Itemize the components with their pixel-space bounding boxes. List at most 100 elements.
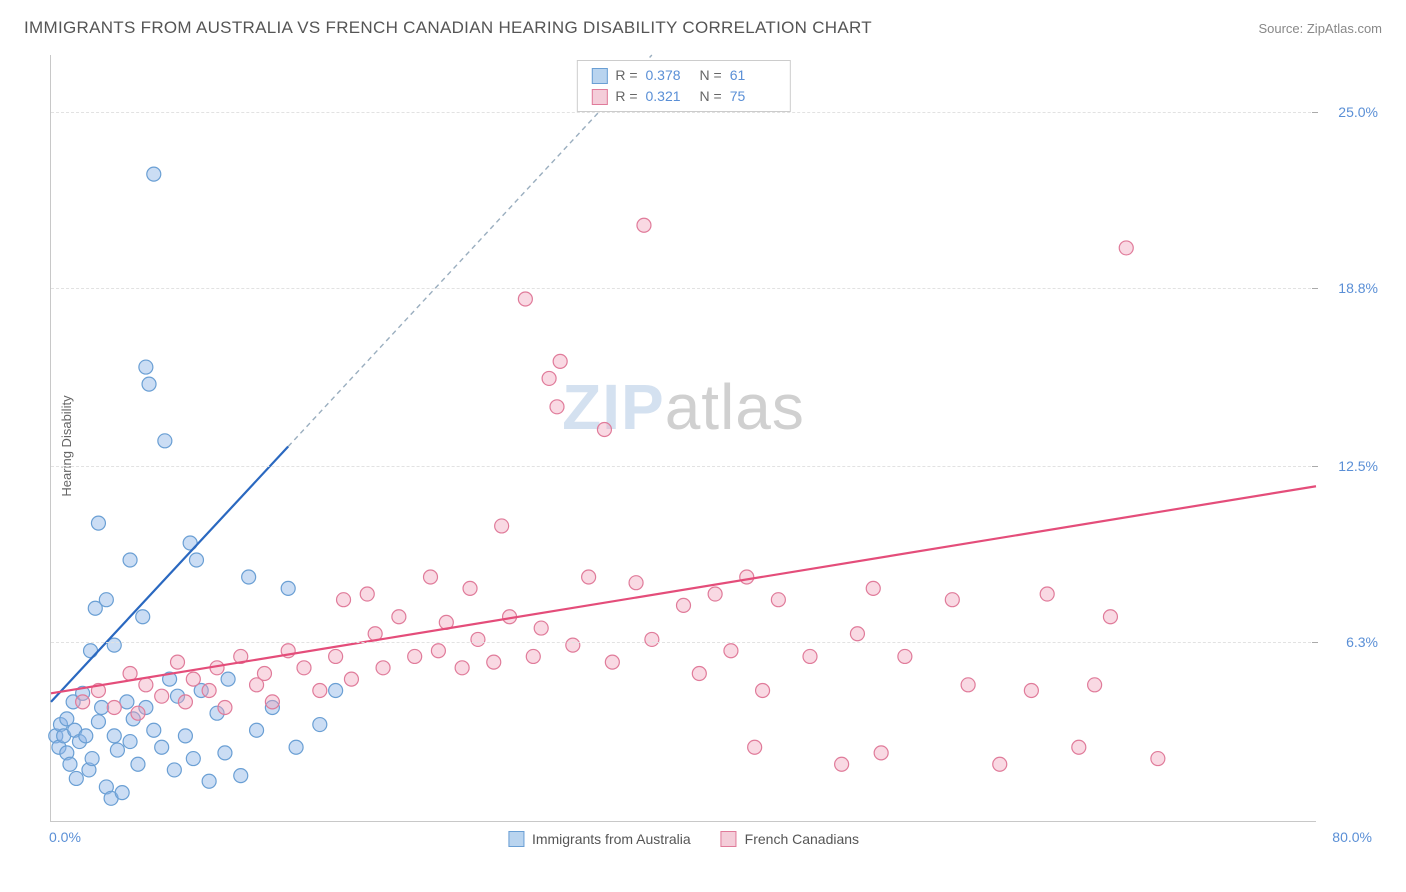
scatter-point-aus [234, 769, 248, 783]
scatter-point-aus [123, 553, 137, 567]
scatter-point-frc [186, 672, 200, 686]
scatter-point-frc [297, 661, 311, 675]
y-tick-label: 25.0% [1338, 104, 1378, 120]
scatter-point-frc [139, 678, 153, 692]
scatter-point-aus [218, 746, 232, 760]
scatter-point-frc [257, 666, 271, 680]
legend-n-value: 75 [730, 86, 776, 107]
scatter-point-aus [221, 672, 235, 686]
scatter-point-frc [605, 655, 619, 669]
scatter-point-frc [123, 666, 137, 680]
scatter-point-frc [740, 570, 754, 584]
scatter-point-aus [63, 757, 77, 771]
scatter-point-frc [360, 587, 374, 601]
scatter-point-aus [95, 701, 109, 715]
scatter-point-frc [637, 218, 651, 232]
scatter-point-aus [202, 774, 216, 788]
scatter-point-frc [107, 701, 121, 715]
chart-plot-area: ZIPatlas R =0.378N =61R =0.321N =75 Immi… [50, 55, 1316, 822]
scatter-point-frc [692, 666, 706, 680]
series-legend-item-frc: French Canadians [721, 831, 859, 847]
series-legend-label: Immigrants from Australia [532, 831, 691, 847]
scatter-point-frc [471, 632, 485, 646]
scatter-point-frc [708, 587, 722, 601]
scatter-point-aus [79, 729, 93, 743]
scatter-point-aus [178, 729, 192, 743]
scatter-point-aus [167, 763, 181, 777]
source-attribution: Source: ZipAtlas.com [1258, 21, 1382, 36]
scatter-point-aus [69, 771, 83, 785]
scatter-point-frc [645, 632, 659, 646]
y-tick-label: 18.8% [1338, 280, 1378, 296]
x-tick-label: 80.0% [1332, 829, 1372, 845]
scatter-point-frc [329, 649, 343, 663]
scatter-point-aus [289, 740, 303, 754]
legend-swatch-icon [508, 831, 524, 847]
scatter-point-aus [250, 723, 264, 737]
scatter-point-frc [629, 576, 643, 590]
legend-r-value: 0.378 [646, 65, 692, 86]
scatter-point-frc [487, 655, 501, 669]
scatter-point-frc [803, 649, 817, 663]
legend-row-frc: R = 0.321 N = 75 [591, 86, 775, 107]
scatter-point-frc [550, 400, 564, 414]
scatter-point-aus [189, 553, 203, 567]
scatter-point-frc [265, 695, 279, 709]
scatter-point-frc [463, 581, 477, 595]
scatter-point-frc [455, 661, 469, 675]
legend-row-aus: R =0.378N =61 [591, 65, 775, 86]
scatter-point-frc [202, 683, 216, 697]
scatter-point-frc [748, 740, 762, 754]
series-legend: Immigrants from Australia French Canadian… [508, 831, 859, 847]
scatter-point-aus [158, 434, 172, 448]
scatter-point-frc [408, 649, 422, 663]
scatter-point-frc [1024, 683, 1038, 697]
scatter-point-frc [171, 655, 185, 669]
scatter-point-aus [147, 167, 161, 181]
scatter-point-aus [85, 752, 99, 766]
legend-n-label: N = [700, 86, 722, 107]
x-tick-label: 0.0% [49, 829, 81, 845]
scatter-point-frc [1088, 678, 1102, 692]
scatter-point-frc [313, 683, 327, 697]
scatter-point-aus [99, 593, 113, 607]
gridline [51, 642, 1316, 643]
scatter-point-frc [582, 570, 596, 584]
legend-r-label: R = [615, 86, 637, 107]
scatter-point-frc [945, 593, 959, 607]
scatter-point-frc [542, 371, 556, 385]
series-legend-item-aus: Immigrants from Australia [508, 831, 691, 847]
scatter-point-frc [1119, 241, 1133, 255]
scatter-point-frc [534, 621, 548, 635]
scatter-point-frc [1072, 740, 1086, 754]
scatter-point-aus [147, 723, 161, 737]
scatter-point-frc [495, 519, 509, 533]
scatter-point-frc [898, 649, 912, 663]
scatter-point-frc [518, 292, 532, 306]
scatter-point-frc [155, 689, 169, 703]
trendline-dashed-aus [288, 55, 652, 447]
scatter-point-frc [597, 422, 611, 436]
scatter-point-frc [756, 683, 770, 697]
scatter-point-frc [376, 661, 390, 675]
scatter-point-aus [281, 581, 295, 595]
scatter-point-frc [424, 570, 438, 584]
scatter-point-frc [76, 695, 90, 709]
scatter-point-aus [136, 610, 150, 624]
scatter-point-aus [91, 516, 105, 530]
scatter-point-aus [242, 570, 256, 584]
scatter-point-aus [186, 752, 200, 766]
scatter-point-frc [218, 701, 232, 715]
chart-title: IMMIGRANTS FROM AUSTRALIA VS FRENCH CANA… [24, 18, 872, 38]
legend-n-label: N = [700, 65, 722, 86]
legend-r-value: 0.321 [646, 86, 692, 107]
scatter-point-frc [874, 746, 888, 760]
scatter-point-aus [142, 377, 156, 391]
scatter-point-aus [115, 786, 129, 800]
scatter-point-aus [123, 735, 137, 749]
scatter-point-frc [961, 678, 975, 692]
scatter-point-frc [771, 593, 785, 607]
y-tick-label: 12.5% [1338, 458, 1378, 474]
scatter-point-frc [677, 598, 691, 612]
scatter-point-aus [110, 743, 124, 757]
